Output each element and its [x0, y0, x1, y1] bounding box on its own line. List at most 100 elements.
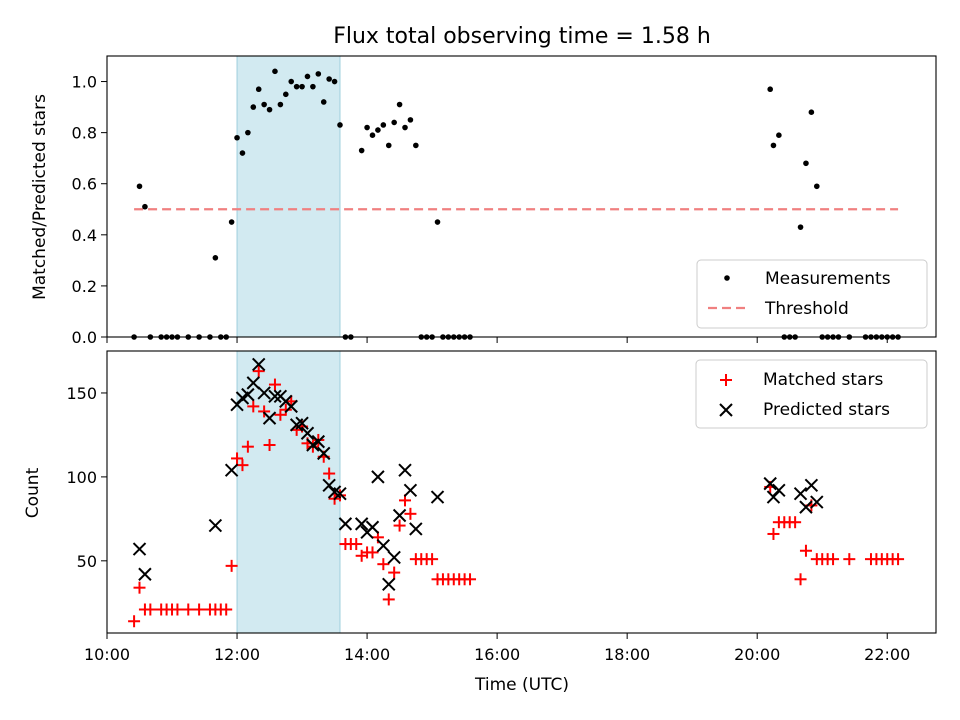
matched-star-point [220, 603, 233, 616]
predicted-star-point [772, 483, 786, 498]
bottom-x-tick-label: 18:00 [604, 645, 650, 664]
matched-star-point [366, 546, 379, 559]
measurement-point [369, 132, 376, 138]
predicted-star-point [138, 567, 152, 581]
predicted-star-point [793, 486, 808, 501]
bottom-y-tick-label: 150 [66, 384, 97, 403]
predicted-star-point [300, 426, 315, 440]
measurement-point [767, 86, 773, 93]
predicted-star-point [804, 478, 819, 492]
matched-star-point [193, 603, 206, 616]
bottom-x-tick-label: 10:00 [84, 645, 130, 664]
predicted-star-point [810, 495, 824, 509]
measurement-point [293, 83, 300, 90]
bottom-x-tick-label: 16:00 [474, 645, 520, 664]
top-y-ticks: 0.0 0.2 0.4 0.6 0.8 1.0 [72, 73, 107, 347]
legend-marker-measurements [724, 275, 730, 281]
predicted-star-point [317, 446, 331, 461]
matched-star-point [789, 516, 802, 529]
measurement-point [413, 142, 419, 149]
matched-star-point [231, 452, 244, 465]
matched-star-point [171, 603, 184, 616]
bottom-panel: 50 100 150 10:00 12:00 14:00 16:00 18:00 20:00 2… [23, 350, 937, 695]
measurement-point [337, 122, 343, 128]
matched-star-point [323, 467, 336, 480]
matched-star-point [144, 603, 157, 616]
matched-star-point [393, 519, 406, 532]
matched-star-point [843, 553, 856, 566]
matched-star-point [268, 378, 281, 391]
measurement-point [283, 91, 289, 98]
measurement-point [391, 119, 397, 126]
bottom-legend-box [695, 359, 928, 429]
matched-star-point [252, 365, 265, 378]
matched-star-point [426, 553, 439, 566]
measurement-point [266, 106, 273, 113]
top-y-tick-label: 0.6 [72, 175, 97, 194]
predicted-star-point [246, 376, 261, 390]
measurement-point [375, 127, 381, 133]
legend-label-threshold: Threshold [764, 299, 849, 319]
top-y-tick-label: 0.8 [72, 124, 97, 143]
predicted-star-point [799, 500, 813, 514]
predicted-star-point [398, 463, 412, 477]
predicted-star-point [132, 542, 147, 556]
measurement-point [212, 255, 219, 261]
top-legend-box [696, 259, 928, 329]
predicted-star-point [208, 518, 223, 533]
measurement-point [136, 183, 143, 190]
bottom-x-tick-label: 14:00 [344, 645, 390, 664]
measurement-point [358, 147, 365, 154]
matched-star-point [799, 544, 812, 557]
measurement-point [272, 68, 278, 75]
top-y-tick-label: 0.4 [72, 226, 97, 245]
predicted-star-point [311, 434, 326, 449]
predicted-star-point [257, 386, 271, 400]
legend-marker-matched [720, 374, 732, 386]
measurement-point [776, 132, 782, 138]
predicted-star-point [430, 490, 445, 504]
bottom-shaded-interval [236, 350, 341, 634]
x-axis-label: Time (UTC) [474, 675, 569, 695]
top-y-tick-label: 0.2 [72, 277, 97, 296]
predicted-star-point [382, 577, 396, 592]
measurement-point [299, 83, 305, 90]
predicted-stars-points [132, 357, 824, 592]
bottom-legend: Matched stars Predicted stars [695, 359, 928, 429]
predicted-star-point [376, 539, 391, 553]
top-y-tick-label: 1.0 [72, 73, 97, 92]
top-x-ticks [106, 337, 888, 343]
matched-star-point [182, 603, 195, 616]
matched-star-point [241, 440, 254, 453]
matched-star-point [388, 566, 401, 579]
top-plot-frame [106, 55, 937, 338]
matched-star-point [128, 615, 141, 628]
top-y-tick-label: 0.0 [72, 328, 97, 347]
measurement-point [255, 86, 262, 93]
measurement-point [407, 117, 414, 123]
measurement-point [331, 78, 338, 85]
matched-star-point [767, 527, 780, 540]
measurement-point [402, 124, 408, 131]
measurement-point [803, 160, 809, 167]
measurement-point [142, 203, 148, 210]
predicted-star-point [333, 486, 347, 501]
matched-star-point [892, 553, 905, 566]
legend-label-matched: Matched stars [763, 370, 883, 390]
predicted-star-point [763, 476, 777, 491]
matched-star-point [225, 559, 238, 572]
measurement-point [315, 71, 322, 77]
measurement-point [396, 101, 403, 108]
predicted-star-point [262, 411, 277, 425]
bottom-plot-frame [106, 350, 937, 634]
chart-title: Flux total observing time = 1.58 h [333, 24, 711, 49]
bottom-x-tick-label: 12:00 [214, 645, 260, 664]
bottom-x-ticks: 10:00 12:00 14:00 16:00 18:00 20:00 22:00 [84, 633, 910, 664]
predicted-star-point [354, 517, 369, 531]
top-y-axis-label: Matched/Predicted stars [30, 94, 50, 300]
measurement-point [234, 134, 240, 141]
predicted-star-point [387, 550, 401, 565]
matched-star-point [263, 439, 276, 451]
measurement-point [239, 150, 246, 156]
measurement-point [770, 142, 777, 149]
